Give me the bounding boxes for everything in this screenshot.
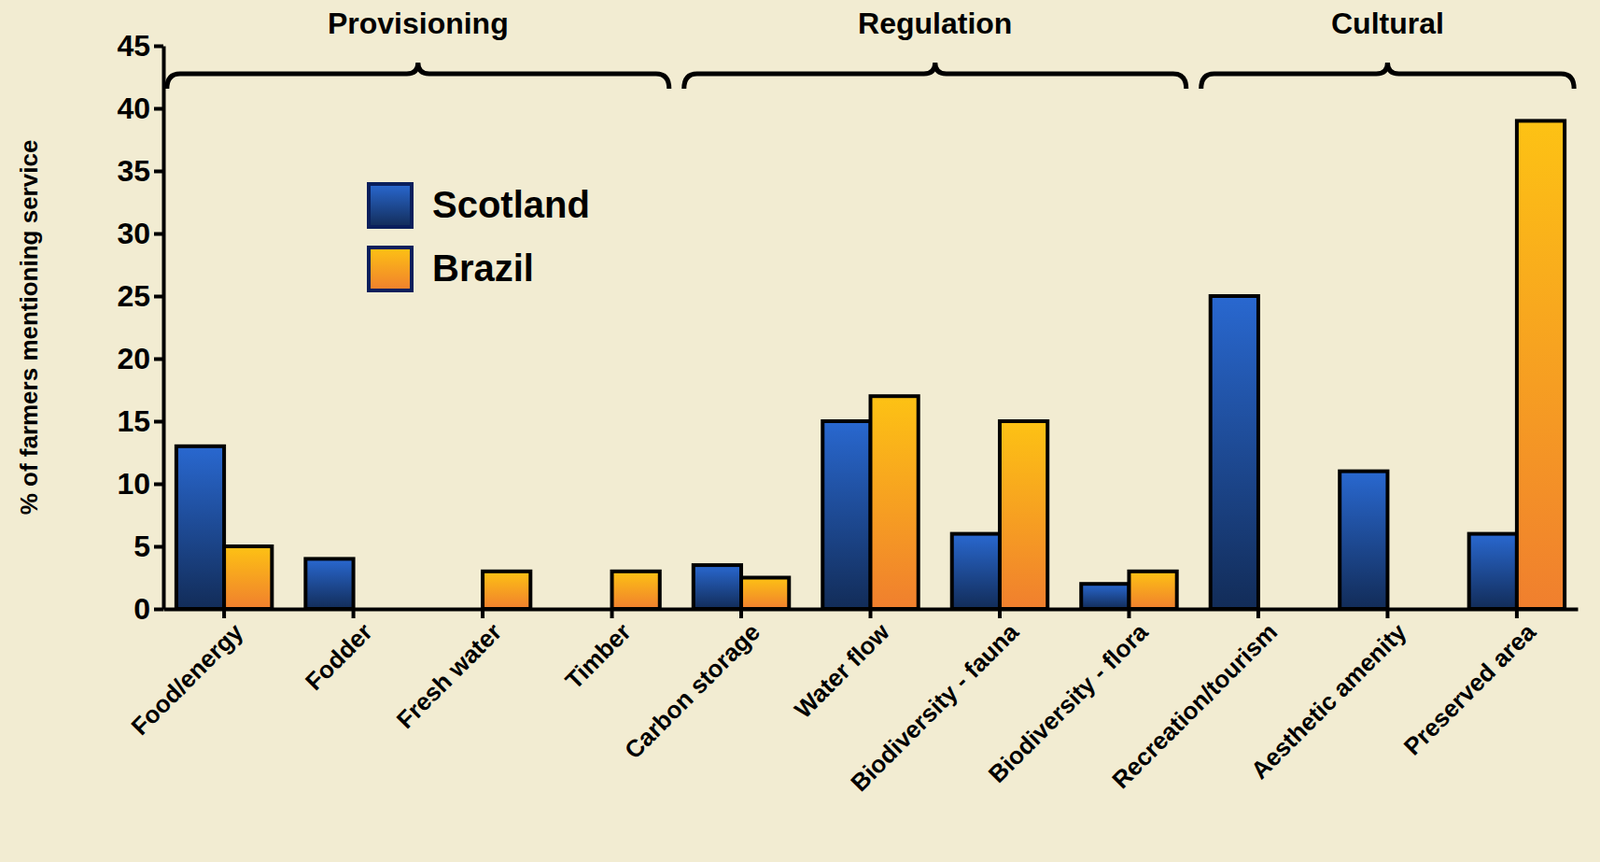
y-tick-label: 40 bbox=[116, 91, 151, 126]
y-tick: 25 bbox=[116, 279, 164, 313]
x-tick-mark bbox=[222, 608, 226, 618]
x-tick: Water flow bbox=[788, 608, 896, 724]
bar bbox=[952, 533, 1000, 609]
x-tick-label: Aesthetic amenity bbox=[1245, 617, 1413, 785]
bar bbox=[1210, 295, 1259, 609]
y-tick-label: 25 bbox=[116, 279, 151, 313]
y-tick-label: 30 bbox=[116, 216, 151, 251]
x-tick: Fresh water bbox=[391, 608, 507, 734]
group-bracket bbox=[1201, 62, 1574, 89]
y-tick-mark bbox=[154, 545, 164, 549]
bar bbox=[741, 577, 789, 610]
x-tick: Food/energy bbox=[126, 608, 250, 741]
y-tick: 5 bbox=[133, 529, 164, 563]
x-tick-label: Preserved area bbox=[1398, 617, 1542, 760]
y-tick-label: 35 bbox=[116, 154, 151, 188]
x-tick-label: Timber bbox=[559, 617, 636, 694]
y-tick: 45 bbox=[116, 28, 164, 63]
bar bbox=[176, 446, 225, 609]
y-tick: 40 bbox=[116, 91, 164, 126]
x-tick-label: Carbon storage bbox=[618, 617, 766, 764]
x-tick-mark bbox=[1385, 608, 1390, 618]
y-tick-mark bbox=[154, 107, 164, 112]
bar bbox=[693, 564, 742, 609]
x-tick-label: Food/energy bbox=[126, 617, 250, 741]
y-axis-line bbox=[162, 46, 167, 610]
bar bbox=[1516, 120, 1565, 609]
x-tick: Aesthetic amenity bbox=[1245, 608, 1413, 785]
bar bbox=[1339, 471, 1388, 609]
y-axis: 0 5 10 15 20 25 30 35 40 45 bbox=[116, 28, 164, 626]
bar bbox=[612, 571, 660, 609]
x-tick-mark bbox=[1126, 608, 1131, 618]
y-tick: 0 bbox=[133, 591, 164, 626]
y-tick-label: 0 bbox=[133, 591, 151, 626]
bar bbox=[999, 421, 1048, 609]
legend-label: Scotland bbox=[432, 183, 590, 225]
y-axis-title: % of farmers mentioning service bbox=[14, 140, 43, 516]
chart: 0 5 10 15 20 25 30 35 40 45 Food/energy FodderFresh… bbox=[0, 0, 1600, 862]
x-tick: Fodder bbox=[299, 608, 379, 696]
bar bbox=[224, 546, 272, 609]
y-tick-mark bbox=[154, 482, 164, 487]
bar bbox=[870, 395, 919, 609]
group-label: Regulation bbox=[857, 6, 1012, 41]
x-tick-mark bbox=[1515, 608, 1519, 618]
x-tick-mark bbox=[480, 608, 485, 618]
y-tick: 20 bbox=[116, 341, 164, 376]
x-tick: Timber bbox=[559, 608, 636, 695]
y-tick-mark bbox=[154, 294, 164, 299]
bar bbox=[822, 421, 871, 609]
y-tick-label: 20 bbox=[116, 341, 151, 376]
bar bbox=[1469, 533, 1517, 609]
group-label: Cultural bbox=[1331, 6, 1445, 41]
x-tick-mark bbox=[351, 608, 356, 618]
group-bracket bbox=[684, 62, 1187, 89]
x-axis: Food/energy FodderFresh water TimberCarbon… bbox=[126, 608, 1579, 797]
bar bbox=[482, 571, 531, 609]
group-bracket bbox=[167, 62, 670, 89]
y-tick-label: 45 bbox=[116, 28, 151, 63]
y-tick: 30 bbox=[116, 216, 164, 251]
x-tick: Carbon storage bbox=[618, 608, 766, 765]
legend-item: Brazil bbox=[368, 247, 534, 291]
y-tick: 35 bbox=[116, 154, 164, 188]
bars bbox=[176, 120, 1565, 609]
x-tick-label: Fresh water bbox=[391, 617, 507, 733]
bar bbox=[1128, 571, 1177, 609]
x-tick: Preserved area bbox=[1398, 608, 1542, 761]
legend-label: Brazil bbox=[432, 247, 534, 289]
plot: 0 5 10 15 20 25 30 35 40 45 Food/energy FodderFresh… bbox=[116, 6, 1578, 797]
y-tick-mark bbox=[154, 169, 164, 174]
x-tick-mark bbox=[1256, 608, 1261, 618]
y-tick-label: 15 bbox=[116, 404, 151, 438]
y-tick-label: 10 bbox=[116, 466, 151, 501]
y-tick: 10 bbox=[116, 466, 164, 501]
legend: Scotland Brazil bbox=[368, 183, 590, 291]
y-tick-mark bbox=[154, 44, 164, 49]
x-tick-mark bbox=[739, 608, 744, 618]
y-tick-mark bbox=[154, 232, 164, 237]
x-tick-mark bbox=[869, 608, 873, 618]
y-tick-mark bbox=[154, 357, 164, 362]
group-brackets: Provisioning Regulation Cultural bbox=[167, 6, 1574, 89]
y-tick-label: 5 bbox=[133, 529, 151, 563]
y-tick-mark bbox=[154, 607, 164, 612]
x-tick-label: Water flow bbox=[788, 617, 896, 724]
legend-item: Scotland bbox=[368, 183, 590, 227]
legend-swatch bbox=[368, 183, 412, 227]
x-tick-mark bbox=[610, 608, 615, 618]
y-tick-mark bbox=[154, 420, 164, 424]
y-tick: 15 bbox=[116, 404, 164, 438]
bar bbox=[305, 558, 353, 609]
group-label: Provisioning bbox=[327, 6, 509, 41]
x-tick-mark bbox=[997, 608, 1002, 618]
x-tick-label: Fodder bbox=[299, 617, 379, 696]
bar bbox=[1080, 583, 1129, 609]
legend-swatch bbox=[368, 247, 412, 291]
